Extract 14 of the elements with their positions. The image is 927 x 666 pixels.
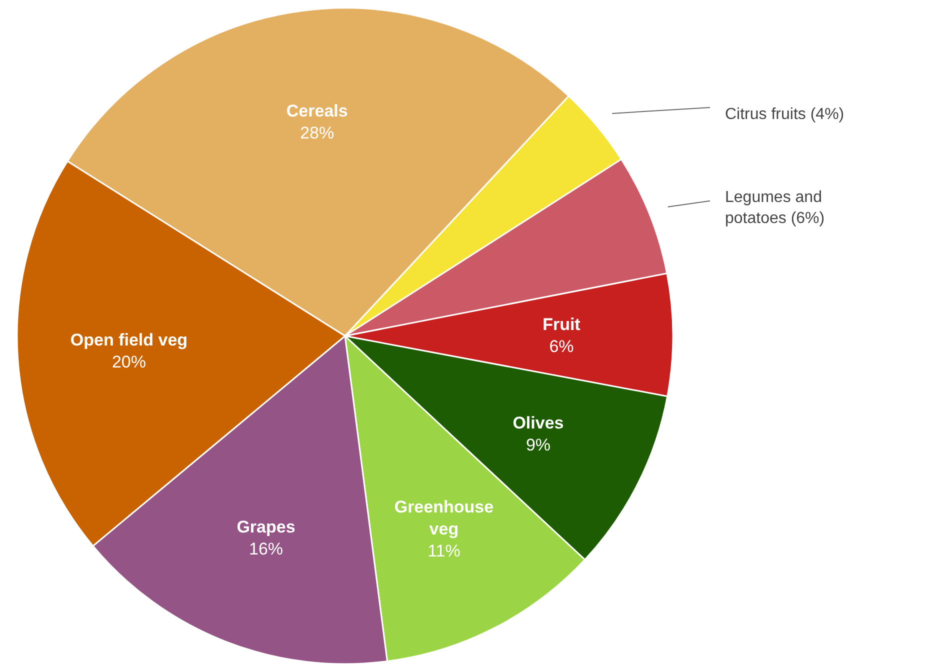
data-label: 6% [549,337,574,356]
slice-label: Citrus fruits (4%) [725,106,844,124]
slice-label: Greenhouse veg [394,497,494,538]
slice-label: Olives [512,414,564,433]
slice-label: Fruit [542,315,581,334]
data-label: 28% [300,123,334,142]
slice-label: Open field veg [70,330,188,350]
slice-label: Legumes and potatoes (6%) [725,188,825,227]
slice-label: Cereals [286,101,348,120]
data-label: 11% [428,541,460,560]
data-label: 9% [526,436,551,455]
data-label: 20% [112,352,146,372]
data-label: 16% [248,540,284,559]
slice-label: Grapes [236,518,296,537]
